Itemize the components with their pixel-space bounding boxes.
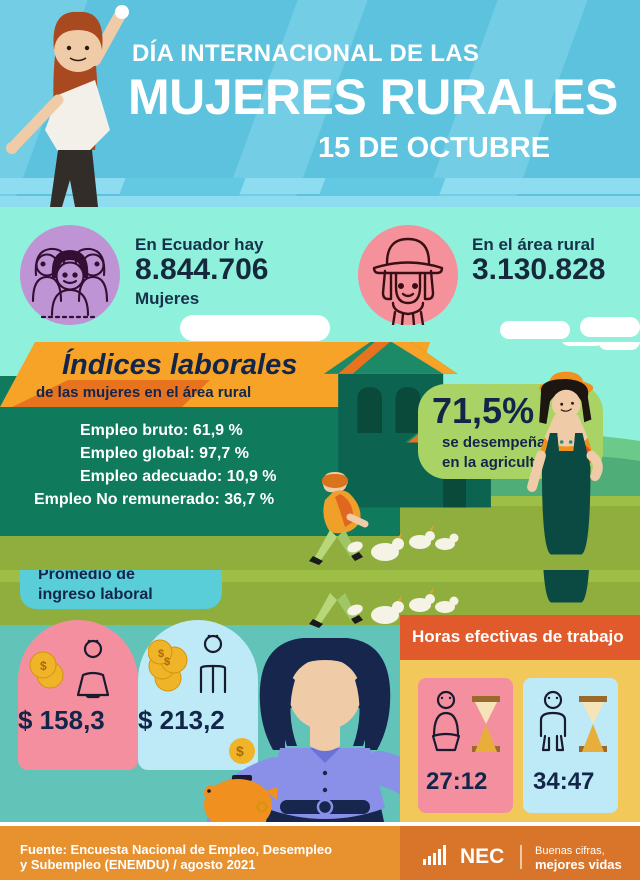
svg-text:$: $: [40, 659, 47, 673]
svg-text:$: $: [236, 743, 244, 759]
svg-text:$: $: [164, 656, 170, 668]
